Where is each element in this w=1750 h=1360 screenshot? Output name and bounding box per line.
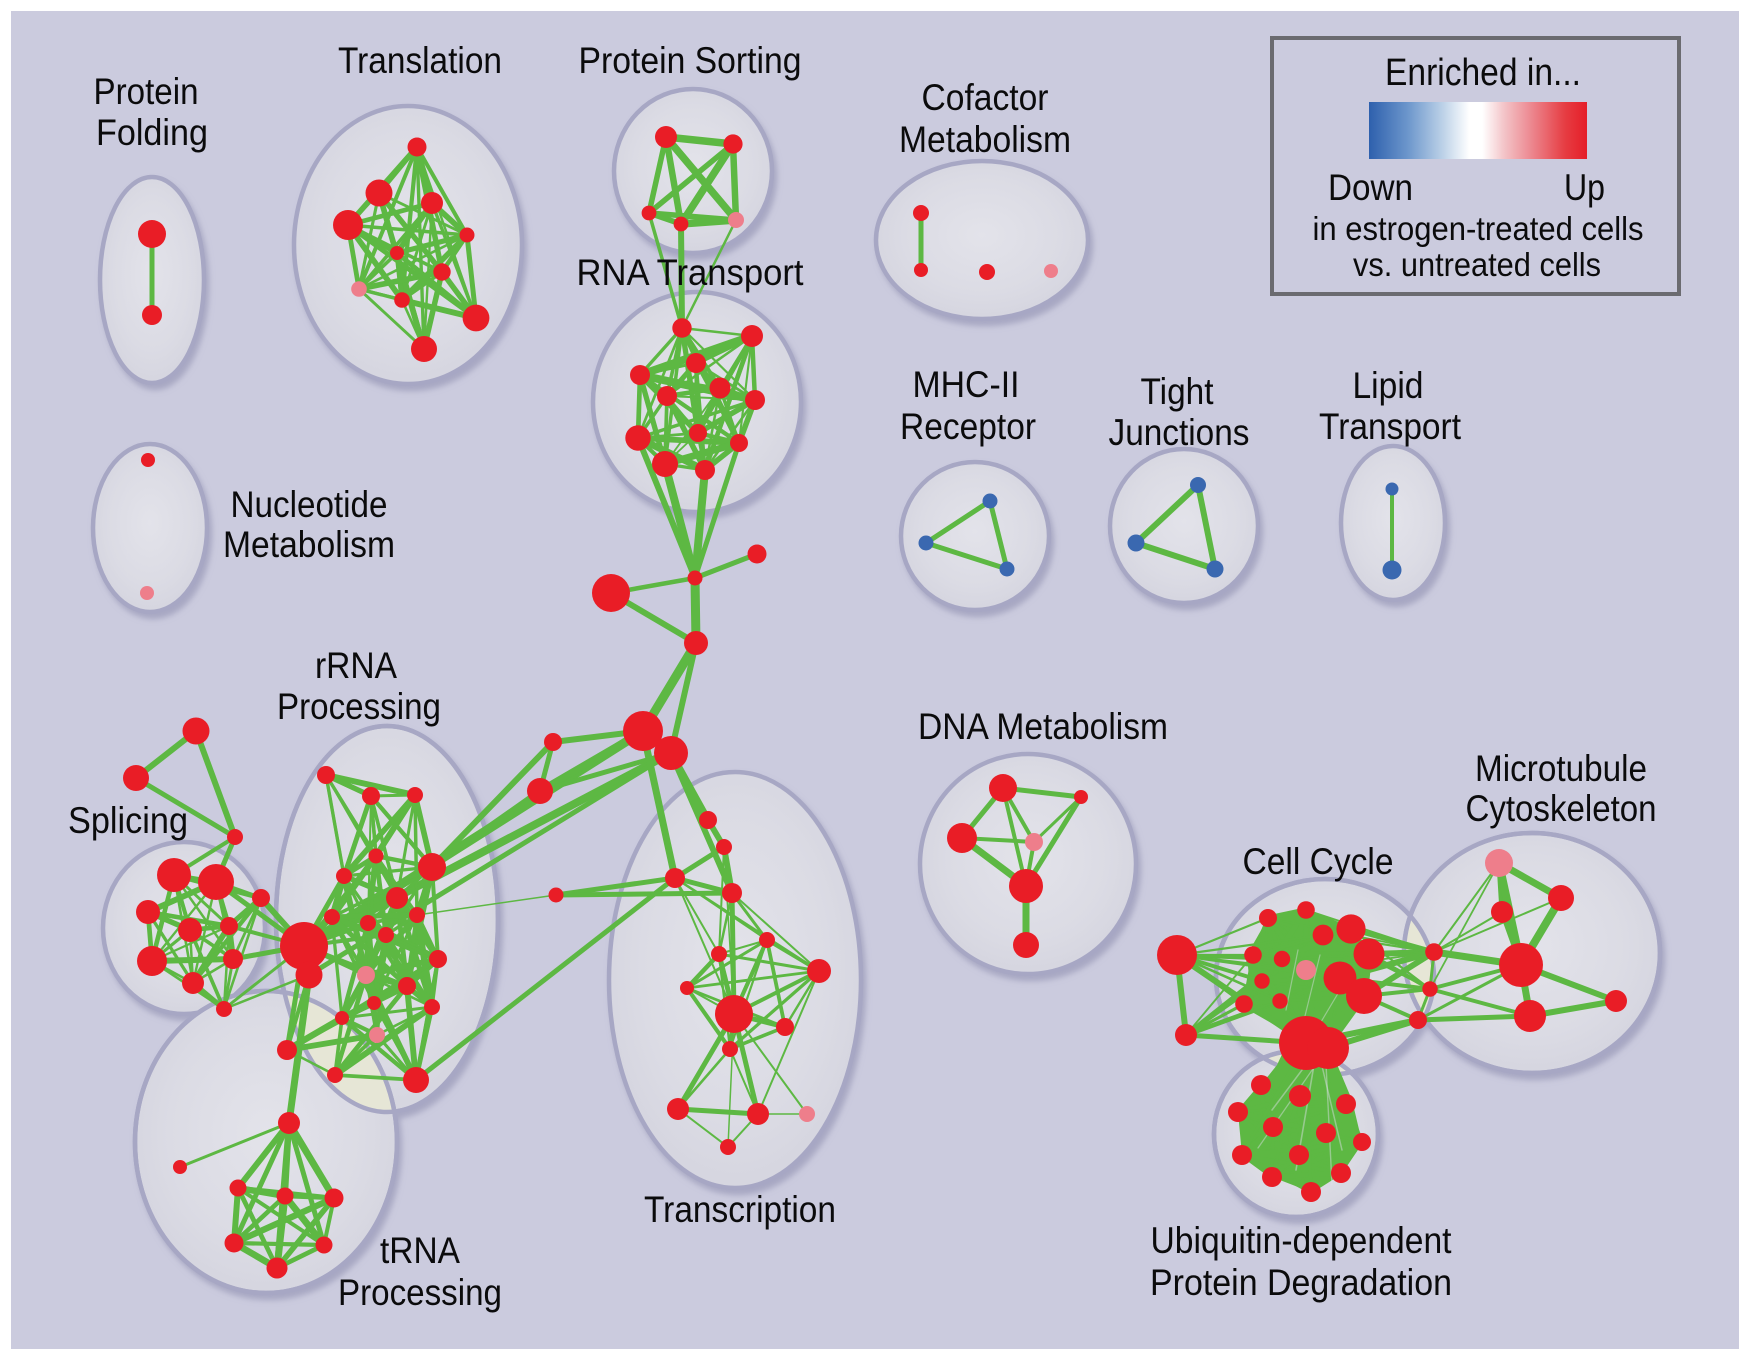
svg-text:vs. untreated cells: vs. untreated cells <box>1353 246 1601 283</box>
svg-text:Junctions: Junctions <box>1109 412 1250 453</box>
svg-text:Transcription: Transcription <box>644 1189 836 1230</box>
svg-text:Up: Up <box>1564 167 1605 208</box>
svg-text:Translation: Translation <box>338 40 502 81</box>
svg-text:Enriched in...: Enriched in... <box>1385 52 1581 94</box>
svg-text:Lipid: Lipid <box>1353 365 1424 406</box>
svg-text:in estrogen-treated cells: in estrogen-treated cells <box>1313 210 1644 247</box>
svg-text:Folding: Folding <box>96 112 208 153</box>
svg-text:Tight: Tight <box>1141 371 1215 412</box>
svg-text:Metabolism: Metabolism <box>899 119 1071 160</box>
svg-text:Down: Down <box>1328 167 1413 208</box>
svg-text:Cofactor: Cofactor <box>922 77 1049 118</box>
svg-text:Microtubule: Microtubule <box>1475 748 1647 789</box>
svg-text:Receptor: Receptor <box>900 406 1036 447</box>
svg-text:Processing: Processing <box>338 1272 502 1313</box>
svg-text:Splicing: Splicing <box>68 800 188 841</box>
svg-text:Ubiquitin-dependent: Ubiquitin-dependent <box>1151 1220 1453 1261</box>
svg-text:Cell Cycle: Cell Cycle <box>1243 841 1394 882</box>
svg-text:Cytoskeleton: Cytoskeleton <box>1466 788 1657 829</box>
svg-text:RNA Transport: RNA Transport <box>577 252 805 293</box>
svg-text:tRNA: tRNA <box>380 1230 460 1271</box>
svg-text:DNA Metabolism: DNA Metabolism <box>918 706 1168 747</box>
svg-text:Nucleotide: Nucleotide <box>231 484 388 525</box>
svg-text:Metabolism: Metabolism <box>223 524 395 565</box>
svg-text:Protein Degradation: Protein Degradation <box>1150 1262 1452 1303</box>
svg-text:rRNA: rRNA <box>315 645 397 686</box>
svg-text:Protein Sorting: Protein Sorting <box>579 40 802 81</box>
svg-text:Transport: Transport <box>1319 406 1462 447</box>
svg-text:MHC-II: MHC-II <box>913 364 1020 405</box>
svg-text:Protein: Protein <box>94 71 199 112</box>
svg-text:Processing: Processing <box>277 686 441 727</box>
